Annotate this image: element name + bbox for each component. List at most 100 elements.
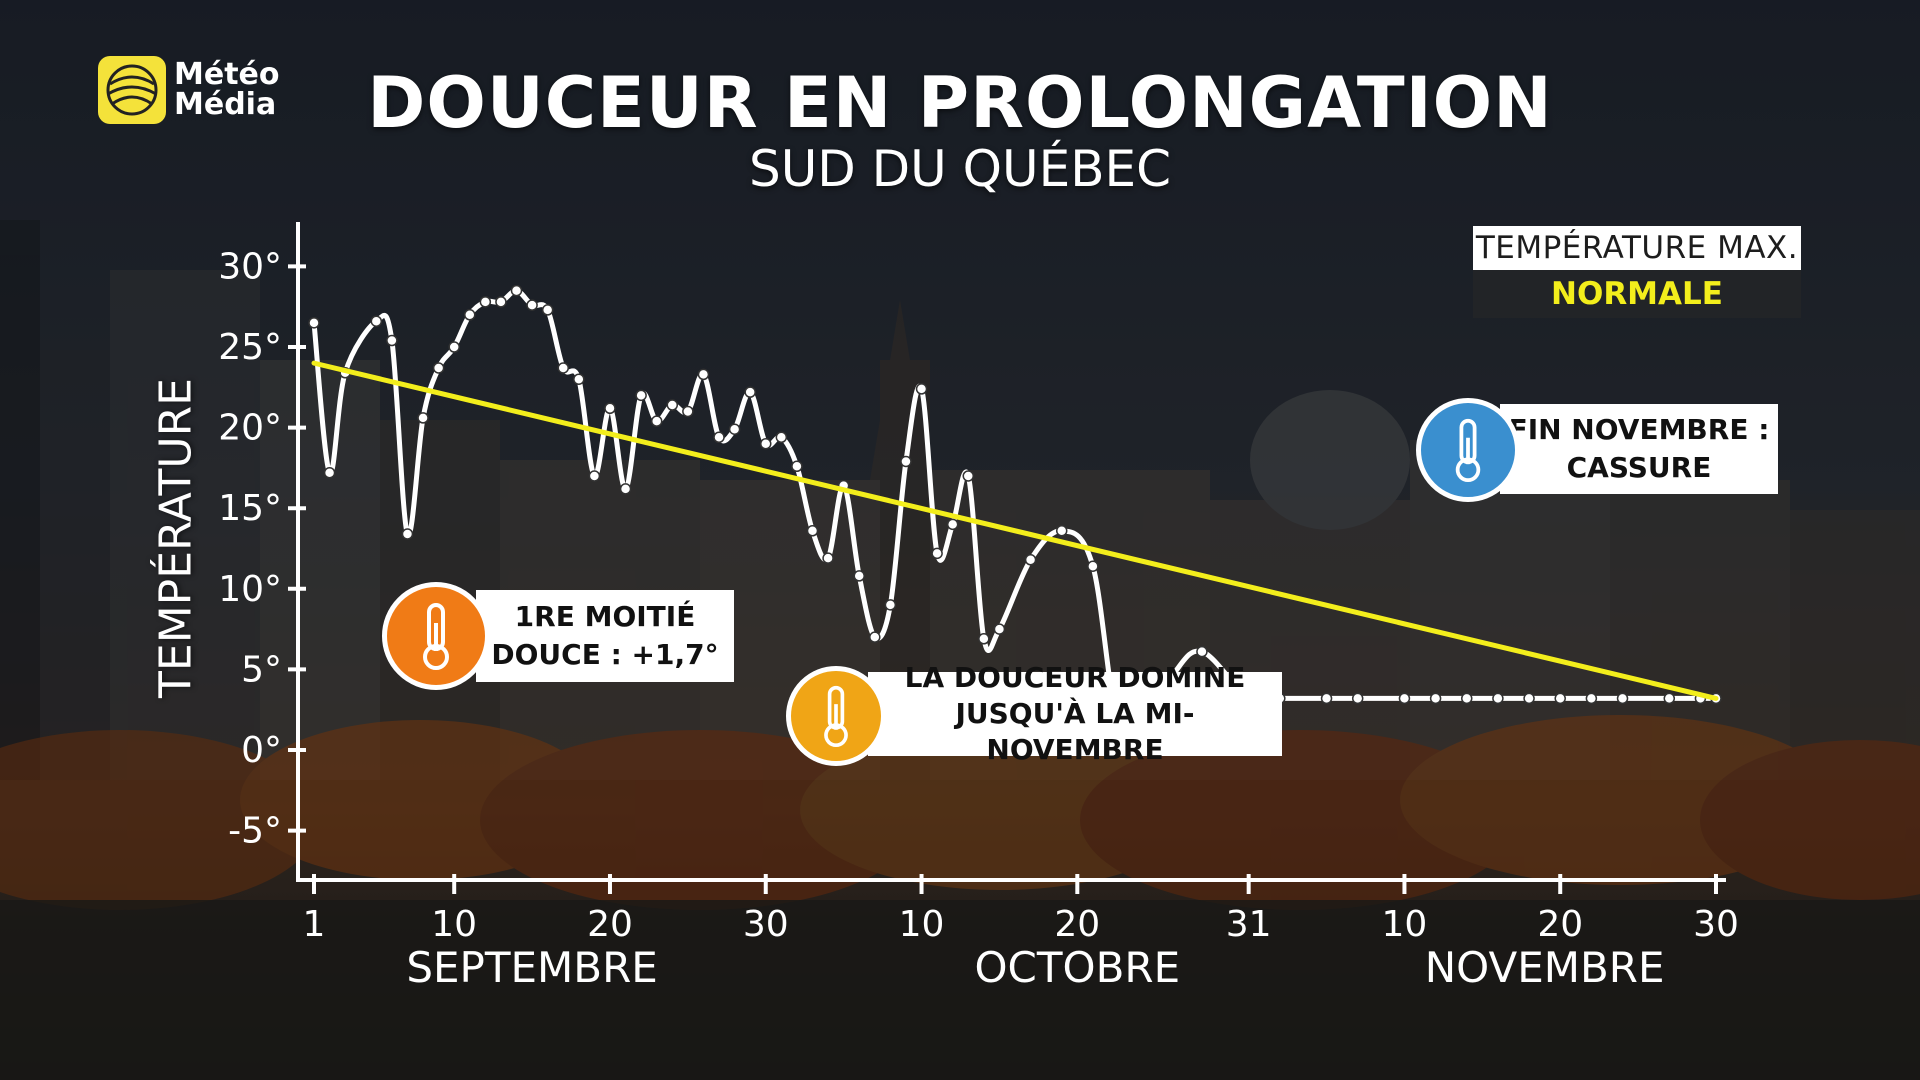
month-label: SEPTEMBRE: [406, 943, 658, 992]
x-tick-label: 20: [587, 904, 633, 945]
x-tick-label: 1: [303, 904, 326, 945]
series-point-temperature-max: [1663, 692, 1676, 705]
series-point-temperature-max: [1461, 692, 1473, 705]
series-point-temperature-max: [760, 437, 772, 450]
series-point-temperature-max: [1554, 692, 1566, 705]
series-point-temperature-max: [978, 633, 990, 645]
callout-mid-november-line1: LA DOUCEUR DOMINE: [904, 661, 1246, 694]
y-tick-label: 5°: [241, 649, 282, 690]
legend-item-normale: NORMALE: [1473, 270, 1801, 318]
series-point-temperature-max: [900, 455, 912, 468]
series-point-temperature-max: [791, 460, 803, 473]
series-point-temperature-max: [1616, 692, 1629, 705]
series-point-temperature-max: [479, 296, 492, 308]
series-point-temperature-max: [495, 296, 507, 308]
series-point-temperature-max: [993, 623, 1006, 635]
y-tick-label: 15°: [218, 488, 282, 529]
meteomedia-logo: Météo Média: [98, 56, 280, 124]
y-tick-label: 10°: [218, 569, 282, 610]
x-tick-label: 20: [1537, 904, 1583, 945]
x-tick-label: 30: [743, 904, 789, 945]
y-tick-label: 20°: [218, 408, 282, 449]
series-point-temperature-max: [401, 528, 414, 540]
thermometer-icon: [382, 582, 490, 690]
callout-first-half-line1: 1RE MOITIÉ: [514, 600, 696, 633]
series-point-temperature-max: [1320, 692, 1333, 705]
series-point-temperature-max: [1585, 692, 1598, 705]
callout-first-half-line2: DOUCE : +1,7°: [491, 638, 719, 671]
y-tick-label: -5°: [228, 811, 282, 852]
series-point-temperature-max: [557, 362, 569, 374]
globe-icon: [98, 56, 166, 124]
x-tick-label: 10: [431, 904, 477, 945]
page-title: DOUCEUR EN PROLONGATION: [367, 62, 1553, 144]
series-point-temperature-max: [946, 518, 959, 531]
series-point-temperature-max: [962, 470, 975, 482]
callout-mid-november: LA DOUCEUR DOMINE JUSQU'À LA MI-NOVEMBRE: [868, 661, 1282, 766]
callout-mid-november-line2: JUSQU'À LA MI-NOVEMBRE: [955, 697, 1195, 766]
y-tick-label: 25°: [218, 327, 282, 368]
series-point-temperature-max: [931, 547, 943, 560]
background-waterfront: [0, 900, 1920, 1080]
x-tick-label: 10: [1382, 904, 1428, 945]
series-point-temperature-max: [822, 552, 834, 564]
series-point-temperature-max: [308, 317, 320, 329]
series-point-temperature-max: [1429, 692, 1442, 705]
callout-end-november-line1: FIN NOVEMBRE :: [1508, 413, 1770, 446]
x-tick-label: 30: [1693, 904, 1739, 945]
series-point-temperature-max: [386, 334, 398, 347]
page-subtitle: SUD DU QUÉBEC: [748, 140, 1172, 198]
series-point-temperature-max: [869, 631, 881, 643]
month-labels: SEPTEMBRE OCTOBRE NOVEMBRE: [406, 943, 1664, 992]
series-point-temperature-max: [1087, 560, 1099, 572]
y-tick-label: 0°: [241, 730, 282, 771]
callout-end-november: FIN NOVEMBRE : CASSURE: [1500, 404, 1778, 494]
month-label: NOVEMBRE: [1425, 943, 1665, 992]
series-point-temperature-max: [1351, 692, 1364, 705]
series-point-temperature-max: [806, 525, 819, 537]
series-point-temperature-max: [464, 309, 476, 321]
y-tick-labels: 30° 25° 20° 15° 10° 5° 0° -5°: [218, 246, 306, 852]
series-point-temperature-max: [1398, 692, 1411, 705]
series-points-temperature-max: [308, 284, 1722, 753]
callout-end-november-line2: CASSURE: [1566, 451, 1712, 484]
series-point-temperature-max: [1196, 645, 1208, 658]
series-point-temperature-max: [915, 383, 928, 395]
y-axis-label: TEMPÉRATURE: [150, 378, 202, 698]
x-tick-labels: 1 10 20 30 10 20 31 10 20 30: [303, 874, 1739, 945]
callout-first-half: 1RE MOITIÉ DOUCE : +1,7°: [476, 590, 734, 682]
series-point-temperature-max: [619, 483, 632, 495]
series-point-temperature-max: [884, 599, 897, 611]
series-point-temperature-max: [604, 402, 616, 415]
month-label: OCTOBRE: [974, 943, 1180, 992]
series-point-temperature-max: [697, 368, 710, 381]
series-point-temperature-max: [573, 373, 585, 385]
series-point-temperature-max: [744, 386, 756, 398]
series-point-temperature-max: [775, 431, 788, 444]
x-tick-label: 20: [1054, 904, 1100, 945]
logo-word-meteo: Météo: [174, 57, 280, 92]
series-point-temperature-max: [853, 570, 865, 582]
series-point-temperature-max: [370, 315, 383, 327]
series-point-temperature-max: [1055, 525, 1068, 537]
thermometer-icon: [786, 666, 886, 766]
series-point-temperature-max: [448, 341, 460, 353]
series-point-temperature-max: [541, 304, 554, 316]
x-tick-label: 10: [899, 904, 945, 945]
logo-word-media: Média: [174, 87, 277, 122]
series-point-temperature-max: [1492, 692, 1504, 705]
x-tick-label: 31: [1226, 904, 1272, 945]
series-point-temperature-max: [417, 412, 429, 424]
series-point-temperature-max: [635, 389, 647, 402]
series-point-temperature-max: [728, 423, 741, 435]
series-point-temperature-max: [650, 415, 663, 427]
series-point-temperature-max: [526, 299, 538, 311]
y-tick-label: 30°: [218, 246, 282, 287]
chart-legend: TEMPÉRATURE MAX. NORMALE: [1473, 226, 1801, 318]
series-point-temperature-max: [713, 431, 725, 444]
series-point-temperature-max: [432, 362, 445, 374]
thermometer-icon: [1416, 398, 1520, 502]
series-point-temperature-max: [1024, 554, 1037, 566]
series-line-normale: [311, 360, 1719, 701]
